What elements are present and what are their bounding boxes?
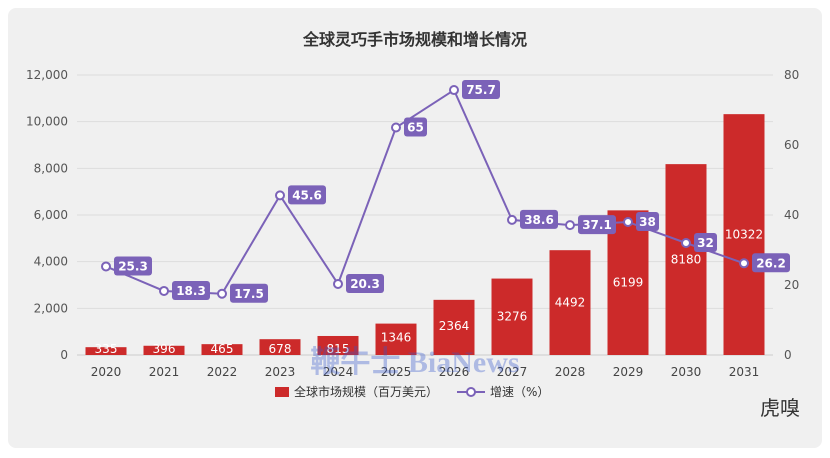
left-tick-label: 8,000 bbox=[34, 161, 68, 175]
bar-value-label: 4492 bbox=[555, 296, 586, 310]
line-value-label: 17.5 bbox=[234, 287, 264, 301]
line-label-box bbox=[636, 212, 659, 231]
x-tick-label: 2031 bbox=[729, 365, 760, 379]
bar-value-label: 335 bbox=[95, 342, 118, 356]
line-point bbox=[623, 217, 633, 227]
legend-line-marker bbox=[466, 387, 476, 397]
bar bbox=[259, 339, 301, 355]
bar-value-label: 2364 bbox=[439, 319, 470, 333]
right-tick-label: 60 bbox=[784, 138, 799, 152]
x-tick-label: 2023 bbox=[265, 365, 296, 379]
bar-value-label: 815 bbox=[327, 342, 350, 356]
bar-series: 335 396 465 678 815 1346 2364 3276 4492 6199 8180 1… bbox=[85, 114, 765, 356]
bar bbox=[201, 344, 243, 355]
line-value-label: 75.7 bbox=[466, 83, 496, 97]
line-label-box bbox=[172, 280, 210, 300]
bar-value-label: 465 bbox=[211, 342, 234, 356]
bar-value-label: 396 bbox=[153, 342, 176, 356]
line-value-label: 65 bbox=[407, 121, 424, 135]
line-value-label: 37.1 bbox=[582, 218, 612, 232]
right-axis-ticks: 0 20 40 60 80 bbox=[784, 68, 799, 362]
x-tick-label: 2022 bbox=[207, 365, 238, 379]
line-label-box bbox=[114, 256, 152, 276]
right-tick-label: 80 bbox=[784, 68, 799, 82]
x-tick-label: 2021 bbox=[149, 365, 180, 379]
line-label-box bbox=[694, 233, 717, 252]
right-tick-label: 20 bbox=[784, 278, 799, 292]
bar bbox=[549, 250, 591, 355]
legend-line-label: 增速（%） bbox=[490, 385, 549, 399]
bar bbox=[85, 347, 127, 355]
line-point bbox=[565, 220, 575, 231]
line-value-label: 20.3 bbox=[350, 277, 380, 291]
x-tick-label: 2026 bbox=[439, 365, 470, 379]
bar-value-label: 10322 bbox=[725, 228, 763, 242]
x-tick-label: 2020 bbox=[91, 365, 122, 379]
line-point bbox=[159, 285, 169, 296]
bar bbox=[143, 345, 185, 355]
line-label-box bbox=[578, 215, 616, 235]
bar-value-label: 678 bbox=[269, 342, 292, 356]
line-point bbox=[739, 258, 749, 269]
line-value-label: 18.3 bbox=[176, 284, 206, 298]
line-point bbox=[681, 238, 691, 248]
bar bbox=[317, 335, 359, 355]
line-value-label: 26.2 bbox=[756, 256, 786, 270]
x-tick-label: 2030 bbox=[671, 365, 702, 379]
right-tick-label: 40 bbox=[784, 208, 799, 222]
x-tick-label: 2028 bbox=[555, 365, 586, 379]
legend-bar-label: 全球市场规模（百万美元） bbox=[294, 384, 438, 399]
watermark: 鞭牛士 BiaNews bbox=[310, 346, 519, 379]
line-label-box bbox=[462, 80, 500, 100]
left-tick-label: 10,000 bbox=[26, 115, 68, 129]
line-point bbox=[333, 278, 343, 289]
line-label-box bbox=[288, 185, 326, 205]
line-point bbox=[507, 214, 517, 225]
line-label-box bbox=[404, 117, 427, 137]
chart-title: 全球灵巧手市场规模和增长情况 bbox=[302, 30, 527, 49]
line-value-label: 45.6 bbox=[292, 188, 322, 202]
line-value-label: 32 bbox=[697, 236, 714, 250]
bar-value-label: 1346 bbox=[381, 331, 412, 345]
left-axis-ticks: 0 2,000 4,000 6,000 8,000 10,000 12,000 bbox=[26, 68, 68, 362]
line-point bbox=[217, 288, 227, 299]
bar bbox=[665, 164, 707, 355]
bar bbox=[723, 114, 765, 355]
x-tick-label: 2024 bbox=[323, 365, 354, 379]
bar bbox=[375, 323, 417, 355]
left-tick-label: 0 bbox=[60, 348, 68, 362]
line-value-label: 25.3 bbox=[118, 259, 148, 273]
line-label-box bbox=[752, 253, 790, 273]
line-point bbox=[275, 190, 285, 201]
bar bbox=[491, 278, 533, 355]
x-tick-label: 2027 bbox=[497, 365, 528, 379]
line-point bbox=[449, 85, 459, 96]
line-point bbox=[391, 122, 401, 133]
left-tick-label: 4,000 bbox=[34, 255, 68, 269]
line-label-box bbox=[346, 273, 384, 293]
line-value-label: 38.6 bbox=[524, 213, 554, 227]
bar bbox=[433, 299, 475, 355]
left-tick-label: 2,000 bbox=[34, 301, 68, 315]
bar-value-label: 3276 bbox=[497, 310, 528, 324]
left-tick-label: 12,000 bbox=[26, 68, 68, 82]
line-series: 25.3 18.3 17.5 45.6 20.3 65 75.7 38.6 37.1 38 32 26… bbox=[101, 80, 790, 303]
line-value-label: 38 bbox=[639, 215, 656, 229]
line-label-box bbox=[520, 209, 558, 229]
x-axis-ticks: 2020 2021 2022 2023 2024 2025 2026 2027 2028 2029… bbox=[91, 365, 760, 379]
line-point bbox=[101, 261, 111, 272]
bar-value-label: 6199 bbox=[613, 276, 644, 290]
legend: 全球市场规模（百万美元） 增速（%） bbox=[275, 384, 549, 399]
left-tick-label: 6,000 bbox=[34, 208, 68, 222]
logo: 虎嗅 bbox=[760, 396, 800, 420]
bar bbox=[607, 210, 649, 355]
right-tick-label: 0 bbox=[784, 348, 792, 362]
x-tick-label: 2029 bbox=[613, 365, 644, 379]
line-label-box bbox=[230, 283, 268, 303]
x-tick-label: 2025 bbox=[381, 365, 412, 379]
bar-value-label: 8180 bbox=[671, 253, 702, 267]
legend-bar-swatch bbox=[275, 387, 289, 397]
